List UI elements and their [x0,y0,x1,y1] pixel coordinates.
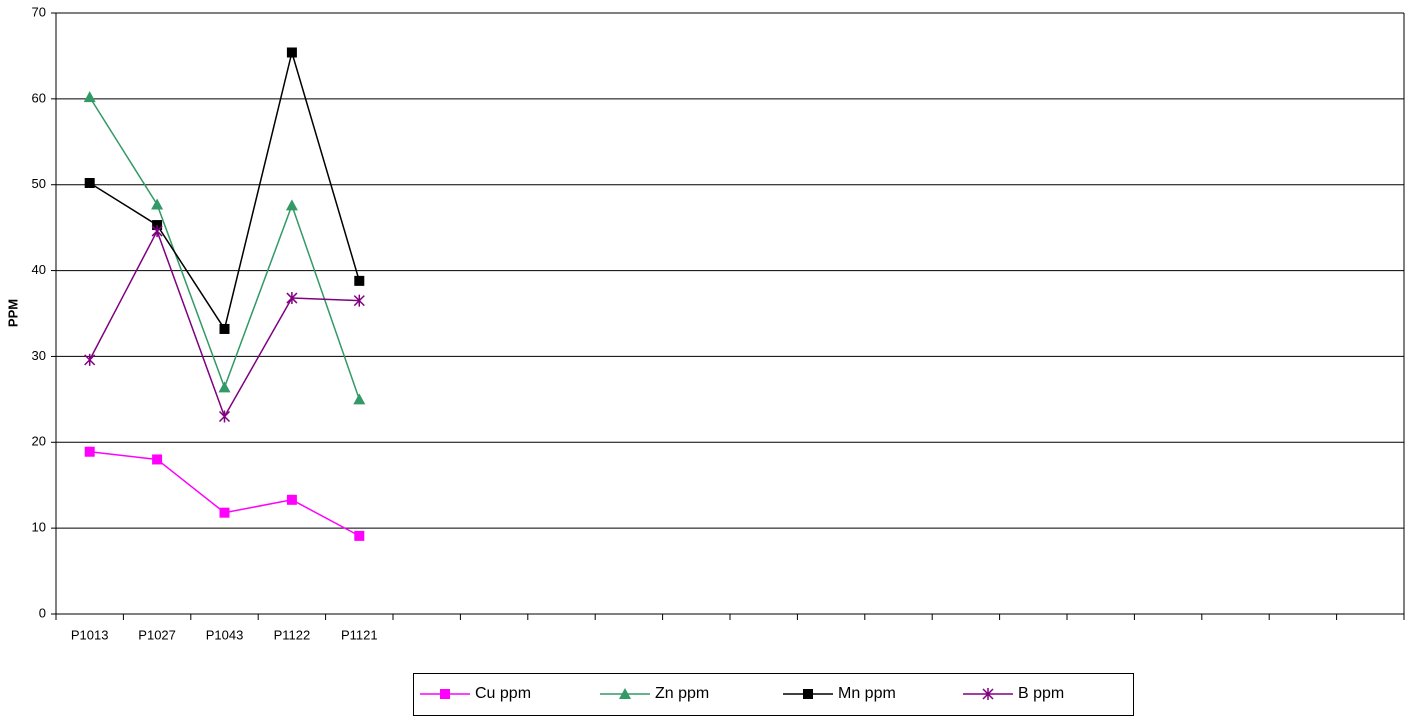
marker [354,275,365,286]
marker [286,494,297,505]
series-line [89,450,360,537]
marker [619,688,631,699]
x-tick-label: P1122 [274,627,311,642]
marker [83,91,96,103]
y-tick-label: 0 [39,605,46,620]
y-tick-label: 20 [32,434,46,449]
legend-label: Cu ppm [475,685,531,702]
y-tick-label: 30 [32,348,46,363]
marker [353,294,365,307]
marker [982,688,994,700]
legend-label: B ppm [1018,685,1064,702]
series-line [89,49,361,331]
marker [151,225,163,238]
marker [151,198,164,210]
marker [219,507,230,518]
x-tick-label: P1027 [138,627,176,642]
marker [803,689,813,699]
marker [354,530,365,541]
legend-item: Zn ppm [600,685,709,702]
marker [286,47,297,58]
marker [84,446,95,457]
y-tick-label: 60 [32,90,46,105]
legend-item: B ppm [963,685,1064,702]
legend-box [413,673,1134,716]
x-tick-label: P1043 [206,627,244,642]
marker [285,199,298,211]
x-tick-label: P1013 [71,627,109,642]
legend-label: Mn ppm [838,685,896,702]
marker [353,393,366,405]
y-tick-label: 10 [32,520,46,535]
marker [152,220,163,231]
marker [152,454,163,465]
legend-item: Cu ppm [420,685,531,702]
marker [84,353,96,366]
marker [286,292,298,305]
legend-item: Mn ppm [783,685,896,702]
y-axis-title: PPM [5,299,20,327]
y-tick-label: 40 [32,262,46,277]
marker [218,410,231,423]
marker [84,177,95,188]
legend-label: Zn ppm [655,685,709,702]
marker [440,689,450,699]
y-tick-label: 70 [32,4,46,19]
marker [219,323,230,334]
y-tick-label: 50 [32,176,46,191]
x-tick-label: P1121 [341,627,378,642]
marker [218,381,231,393]
